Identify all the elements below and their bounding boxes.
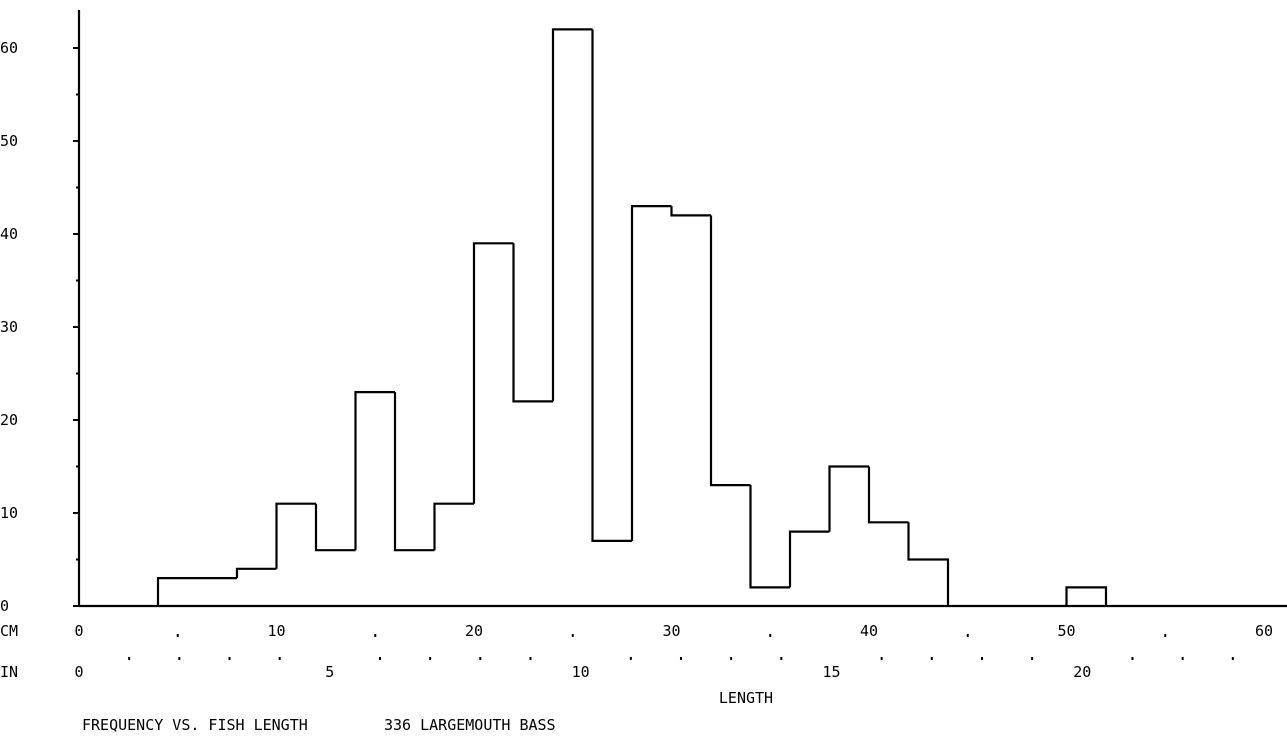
y-tick-label: 30 xyxy=(0,318,18,336)
histogram-bar xyxy=(788,530,830,588)
histogram-bar xyxy=(393,392,435,552)
x-unit-cm: CM xyxy=(0,622,18,640)
histogram-bar xyxy=(551,28,593,402)
histogram-bar xyxy=(670,206,711,217)
y-tick-label: 0 xyxy=(0,597,9,615)
y-tick-label: 60 xyxy=(0,39,18,57)
histogram-bar xyxy=(749,485,790,589)
y-tick-label: 40 xyxy=(0,225,18,243)
x-tick-label-in: 5 xyxy=(325,663,334,681)
histogram-bar xyxy=(235,567,277,579)
histogram-bar xyxy=(630,205,672,541)
histogram-bar xyxy=(433,502,474,551)
x-tick-label-cm: 50 xyxy=(1057,622,1075,640)
histogram-bar xyxy=(867,466,909,524)
y-tick-label: 10 xyxy=(0,504,18,522)
y-tick-label: 20 xyxy=(0,411,18,429)
x-tick-label-cm: 20 xyxy=(465,622,483,640)
axis-labels: 0 10 20 30 40 50 60 0 10 20 30 40 50 60 0 5 10 15 20 xyxy=(0,39,1273,681)
x-tick-label-cm: 40 xyxy=(860,622,878,640)
x-tick-label-cm: 10 xyxy=(267,622,285,640)
y-tick-label: 50 xyxy=(0,132,18,150)
axes xyxy=(73,10,1287,660)
x-tick-label-in: 0 xyxy=(74,663,83,681)
histogram-bar xyxy=(591,29,632,542)
histogram-bar xyxy=(156,577,237,606)
histogram-bar xyxy=(275,502,316,569)
histogram-bar xyxy=(828,465,869,532)
x-tick-label-in: 20 xyxy=(1073,663,1091,681)
histogram-bar xyxy=(354,391,395,551)
x-tick-label-cm: 30 xyxy=(662,622,680,640)
histogram-bar xyxy=(709,215,751,487)
x-tick-label-cm: 60 xyxy=(1255,622,1273,640)
x-tick-label-in: 10 xyxy=(572,663,590,681)
histogram-bar xyxy=(512,243,553,403)
x-tick-label-in: 15 xyxy=(822,663,840,681)
chart-subtitle: 336 LARGEMOUTH BASS xyxy=(384,716,556,734)
x-tick-label-cm: 0 xyxy=(74,622,83,640)
x-axis-label: LENGTH xyxy=(719,689,773,707)
histogram-bar xyxy=(472,242,514,504)
histogram-bar xyxy=(314,503,356,552)
histogram-bar xyxy=(1065,586,1108,606)
histogram-bars xyxy=(156,28,1108,606)
histogram-bar xyxy=(907,522,950,606)
x-unit-in: IN xyxy=(0,663,18,681)
chart-title: FREQUENCY VS. FISH LENGTH xyxy=(82,716,308,734)
